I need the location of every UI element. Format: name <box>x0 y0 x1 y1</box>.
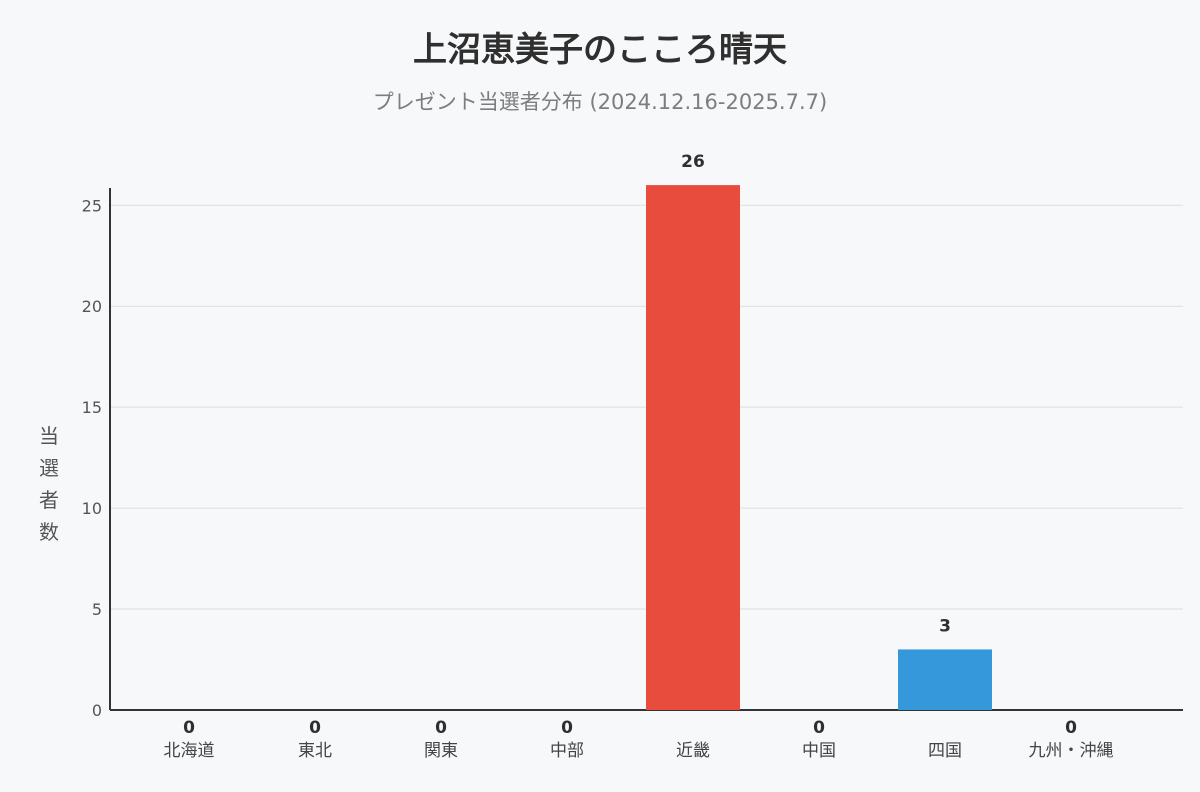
y-tick-label: 10 <box>82 499 102 518</box>
data-label: 0 <box>561 718 573 738</box>
data-label: 0 <box>1065 718 1077 738</box>
x-tick-label: 中部 <box>550 741 584 761</box>
data-label: 26 <box>681 152 705 172</box>
data-label: 0 <box>309 718 321 738</box>
y-tick-label: 15 <box>82 398 102 417</box>
data-label: 0 <box>435 718 447 738</box>
bar <box>646 185 740 710</box>
data-label: 0 <box>813 718 825 738</box>
chart-subtitle: プレゼント当選者分布 (2024.12.16-2025.7.7) <box>372 90 828 114</box>
x-tick-label: 近畿 <box>676 741 710 761</box>
bar <box>898 649 992 710</box>
x-tick-label: 関東 <box>424 741 458 761</box>
y-axis-label: 当選者数 <box>39 424 59 544</box>
y-tick-label: 20 <box>82 297 102 316</box>
y-tick-label: 25 <box>82 196 102 215</box>
y-tick-label: 5 <box>92 600 102 619</box>
data-label: 0 <box>183 718 195 738</box>
data-label: 3 <box>939 616 951 636</box>
x-tick-label: 中国 <box>802 741 836 761</box>
x-tick-label: 九州・沖縄 <box>1029 741 1114 761</box>
x-tick-label: 東北 <box>298 741 332 761</box>
x-tick-label: 北海道 <box>164 741 215 761</box>
y-tick-label: 0 <box>92 701 102 720</box>
x-tick-label: 四国 <box>928 741 962 761</box>
chart-title: 上沼恵美子のこころ晴天 <box>413 30 787 70</box>
